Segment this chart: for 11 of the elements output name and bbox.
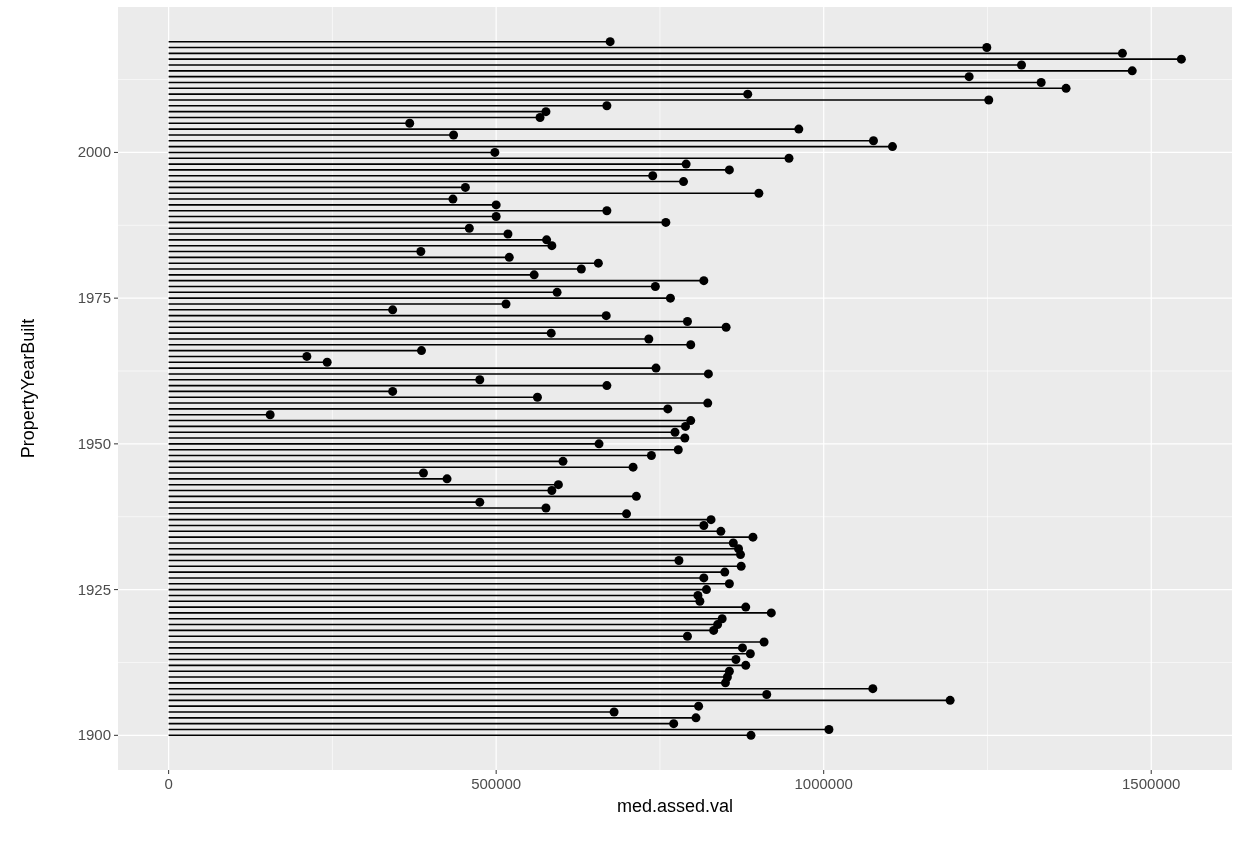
x-axis-title: med.assed.val bbox=[616, 796, 734, 816]
y-tick-label: 1900 bbox=[77, 726, 111, 744]
y-tick-label: 1975 bbox=[77, 289, 111, 307]
y-axis-title: PropertyYearBuilt bbox=[18, 318, 38, 459]
y-tick-label: 2000 bbox=[77, 143, 111, 161]
x-tick-label: 500000 bbox=[471, 775, 522, 792]
x-tick-label: 1000000 bbox=[794, 775, 853, 792]
x-tick-label: 0 bbox=[164, 775, 173, 792]
x-tick-label: 1500000 bbox=[1122, 775, 1181, 792]
y-tick-label: 1950 bbox=[77, 434, 111, 452]
y-tick-label: 1925 bbox=[77, 580, 111, 598]
